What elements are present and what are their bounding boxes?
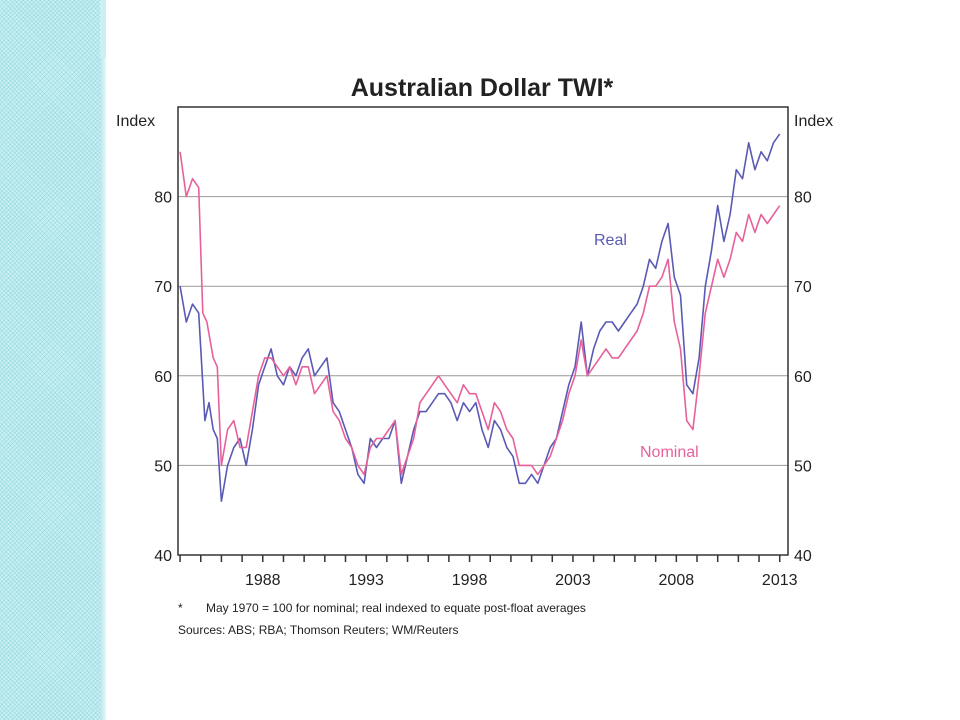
y-tick-label-left: 70 [154, 279, 172, 296]
series-layer [179, 133, 781, 503]
chart-title: Australian Dollar TWI* [351, 74, 614, 102]
series-label-real: Real [594, 232, 627, 249]
x-ticks: 1988 1993 1998 2003 2008 2013 [179, 555, 798, 589]
y-tick-label-right: 80 [794, 190, 812, 207]
y-ticks-left: 40 50 60 70 80 [154, 190, 172, 565]
y-tick-label-right: 70 [794, 279, 812, 296]
y-tick-label-left: 40 [154, 548, 172, 565]
gridlines [178, 196, 788, 466]
x-tick-label: 2013 [762, 572, 798, 589]
sources-note: Sources: ABS; RBA; Thomson Reuters; WM/R… [178, 623, 459, 637]
y-axis-label-left: Index [116, 113, 155, 130]
decorative-side-strip [0, 0, 106, 720]
y-ticks-right: 40 50 60 70 80 [794, 190, 812, 565]
top-notch [100, 0, 106, 58]
side-strip-edge [100, 0, 106, 720]
y-tick-label-right: 60 [794, 369, 812, 386]
series-line-nominal [179, 151, 781, 476]
x-tick-label: 2003 [555, 572, 591, 589]
footnote-marker: * [178, 601, 183, 615]
chart-card [106, 58, 816, 648]
x-tick-label: 2008 [659, 572, 695, 589]
plot-frame [177, 106, 789, 556]
y-tick-label-right: 50 [794, 458, 812, 475]
y-tick-label-right: 40 [794, 548, 812, 565]
footnote: May 1970 = 100 for nominal; real indexed… [206, 601, 586, 615]
y-tick-label-left: 50 [154, 458, 172, 475]
series-line-real [179, 133, 781, 503]
x-tick-label: 1998 [452, 572, 488, 589]
y-axis-label-right: Index [794, 113, 833, 130]
x-tick-label: 1988 [245, 572, 281, 589]
x-tick-label: 1993 [348, 572, 384, 589]
y-tick-label-left: 60 [154, 369, 172, 386]
series-label-nominal: Nominal [640, 444, 699, 461]
y-tick-label-left: 80 [154, 190, 172, 207]
